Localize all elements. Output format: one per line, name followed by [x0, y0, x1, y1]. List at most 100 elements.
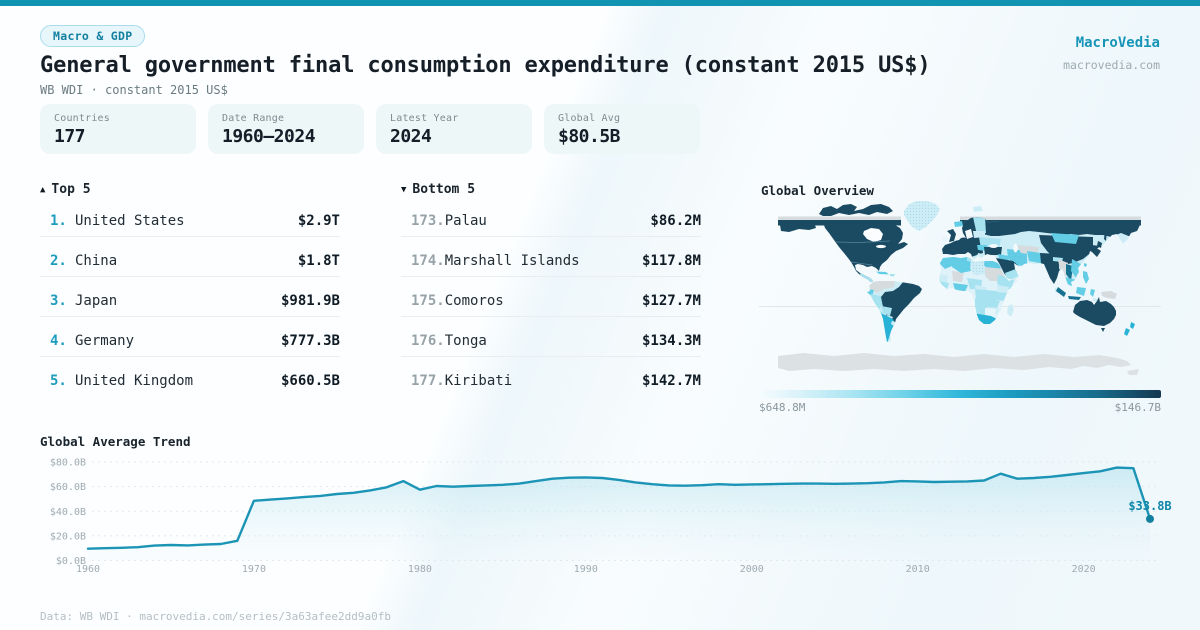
row-value: $1.8T [297, 253, 340, 269]
row-rank: 3. [50, 293, 67, 309]
map-us-canada-border [835, 240, 891, 243]
map-australia [1073, 297, 1116, 326]
map-arctic-gray-band-right [960, 216, 1141, 220]
map-kenya [997, 285, 1009, 294]
row-value: $86.2M [650, 213, 701, 229]
row-country: China [75, 253, 118, 269]
map-scale-min-label: $648.8M [759, 401, 806, 414]
map-us-mexico-border [850, 261, 873, 266]
list-row[interactable]: 3. Japan $981.9B [40, 277, 340, 317]
category-badge[interactable]: Macro & GDP [40, 25, 146, 47]
row-rank: 2. [50, 253, 67, 269]
trend-chart[interactable]: $0.0B $20.0B $40.0B $60.0B $80.0B 1960 1970 198… [40, 448, 1180, 583]
map-alaska [780, 225, 816, 232]
x-axis-label: 2000 [740, 564, 764, 575]
row-rank: 175. [411, 293, 445, 309]
map-madagascar [1007, 304, 1014, 317]
map-arctic-gray-band-left [778, 216, 901, 220]
map-black-sea [989, 244, 998, 248]
y-axis-label: $80.0B [50, 458, 86, 469]
map-svalbard [973, 206, 983, 212]
stat-value: 2024 [390, 126, 432, 147]
map-tasmania [1101, 328, 1105, 332]
trend-area [88, 467, 1150, 561]
stat-card-countries: Countries 177 [40, 104, 196, 154]
map-antarctica [778, 353, 1131, 371]
map-scale-max-label: $146.7B [1114, 401, 1161, 414]
map-borneo [1076, 287, 1086, 296]
row-value: $981.9B [280, 293, 340, 309]
map-china [1039, 235, 1093, 265]
map-philippines [1083, 271, 1089, 284]
stat-card-latest-year: Latest Year 2024 [376, 104, 532, 154]
row-rank: 174. [411, 253, 445, 269]
map-sumatra [1056, 287, 1066, 297]
trend-title: Global Average Trend [40, 434, 191, 449]
trend-end-dot[interactable] [1146, 514, 1154, 523]
row-country: United States [75, 213, 185, 229]
map-cuba [876, 271, 889, 275]
world-map[interactable] [759, 201, 1161, 381]
list-row[interactable]: 177. Kiribati $142.7M [401, 357, 701, 396]
map-sakhalin [1104, 231, 1107, 241]
stat-value: $80.5B [558, 126, 621, 147]
map-color-scale [759, 390, 1161, 398]
list-row[interactable]: 2. China $1.8T [40, 237, 340, 277]
row-country: Kiribati [444, 373, 513, 389]
map-brazil [881, 282, 922, 323]
list-row[interactable]: 4. Germany $777.3B [40, 317, 340, 357]
brand-name[interactable]: MacroVedia [1075, 35, 1160, 51]
row-country: Germany [75, 333, 135, 349]
list-row[interactable]: 173. Palau $86.2M [401, 197, 701, 237]
row-country: Japan [75, 293, 118, 309]
row-value: $2.9T [297, 213, 340, 229]
y-axis-label: $20.0B [50, 531, 86, 542]
map-uk [947, 229, 956, 242]
row-rank: 4. [50, 333, 67, 349]
top-accent-bar [0, 0, 1200, 6]
trend-end-label: $33.8B [1128, 499, 1171, 513]
x-axis-label: 1970 [242, 564, 266, 575]
map-greece [977, 253, 983, 259]
map-turkey [984, 247, 1002, 255]
map-mali [952, 271, 964, 282]
map-colombia-venezuela [869, 281, 895, 293]
list-row[interactable]: 1. United States $2.9T [40, 197, 340, 237]
row-value: $117.8M [641, 253, 701, 269]
map-new-zealand [1124, 322, 1135, 336]
map-hispaniola [890, 274, 895, 277]
list-row[interactable]: 176. Tonga $134.3M [401, 317, 701, 357]
list-row[interactable]: 174. Marshall Islands $117.8M [401, 237, 701, 277]
row-value: $660.5B [280, 373, 340, 389]
map-central-america [859, 268, 876, 282]
map-algeria [952, 257, 971, 273]
map-taiwan [1084, 263, 1087, 267]
row-rank: 5. [50, 373, 67, 389]
map-south-america [867, 281, 922, 342]
stat-label: Countries [54, 113, 110, 124]
map-tanzania [995, 292, 1008, 301]
row-rank: 177. [411, 373, 445, 389]
map-myanmar [1058, 259, 1068, 279]
map-hudson-bay [863, 228, 883, 242]
map-iceland [954, 221, 963, 227]
row-rank: 176. [411, 333, 445, 349]
stat-value: 1960—2024 [222, 126, 316, 147]
list-row[interactable]: 5. United Kingdom $660.5B [40, 357, 340, 396]
row-value: $127.7M [641, 293, 701, 309]
x-axis-label: 1980 [408, 564, 432, 575]
map-sulawesi [1090, 289, 1095, 297]
x-axis-label: 1960 [76, 564, 100, 575]
y-axis-label: $60.0B [50, 482, 86, 493]
map-mongolia [1051, 233, 1079, 244]
row-value: $142.7M [641, 373, 701, 389]
map-caspian-sea [1013, 243, 1018, 253]
brand-domain[interactable]: macrovedia.com [1063, 58, 1160, 72]
top5-list: ▲ Top 5 1. United States $2.9T 2. China $1.8T 3… [40, 182, 340, 396]
row-country: Comoros [444, 293, 504, 309]
row-value: $134.3M [641, 333, 701, 349]
stat-label: Latest Year [390, 113, 459, 124]
list-row[interactable]: 175. Comoros $127.7M [401, 277, 701, 317]
footer-attribution: Data: WB WDI · macrovedia.com/series/3a6… [40, 610, 391, 623]
row-rank: 1. [50, 213, 67, 229]
